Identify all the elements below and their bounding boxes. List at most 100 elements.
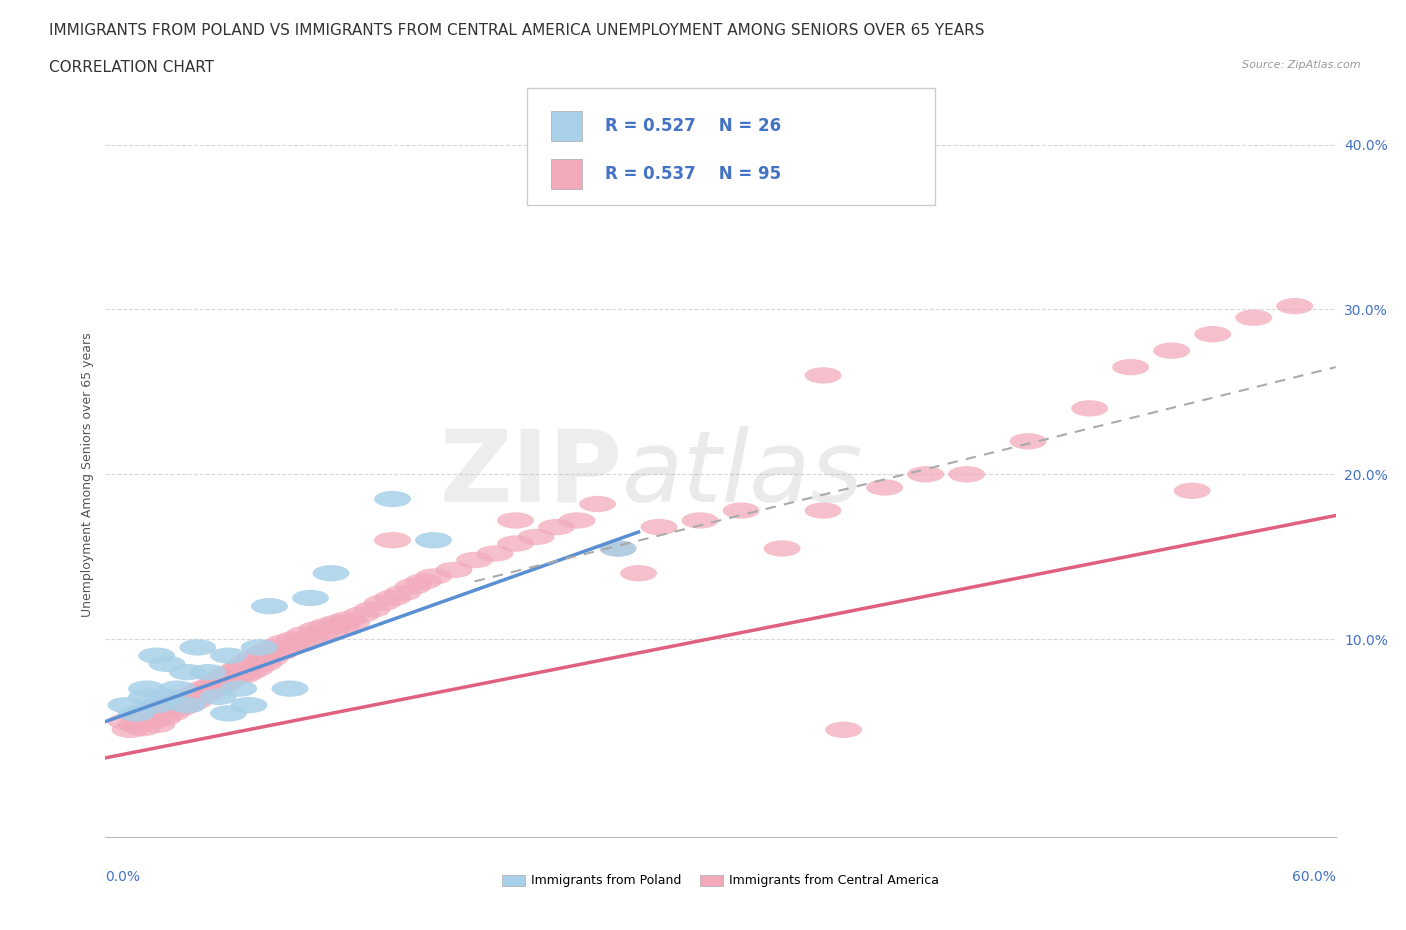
- Ellipse shape: [149, 697, 186, 713]
- Ellipse shape: [436, 562, 472, 578]
- Ellipse shape: [323, 618, 360, 634]
- Ellipse shape: [124, 720, 160, 737]
- Ellipse shape: [498, 512, 534, 528]
- Ellipse shape: [240, 639, 278, 656]
- Ellipse shape: [374, 590, 411, 606]
- Ellipse shape: [415, 532, 451, 549]
- Ellipse shape: [276, 631, 312, 647]
- Ellipse shape: [107, 697, 145, 713]
- Ellipse shape: [160, 700, 198, 717]
- Ellipse shape: [186, 681, 222, 697]
- Ellipse shape: [145, 711, 181, 726]
- Ellipse shape: [538, 519, 575, 536]
- Ellipse shape: [214, 664, 252, 681]
- Ellipse shape: [236, 660, 274, 677]
- Ellipse shape: [200, 672, 236, 688]
- Ellipse shape: [194, 677, 231, 694]
- Ellipse shape: [156, 694, 194, 710]
- Ellipse shape: [292, 631, 329, 647]
- Ellipse shape: [254, 639, 292, 656]
- Ellipse shape: [620, 565, 657, 581]
- Ellipse shape: [200, 689, 236, 705]
- Ellipse shape: [180, 684, 217, 700]
- Ellipse shape: [138, 717, 176, 733]
- Ellipse shape: [285, 626, 323, 643]
- Ellipse shape: [579, 496, 616, 512]
- Ellipse shape: [128, 705, 165, 722]
- Ellipse shape: [599, 540, 637, 557]
- Text: 60.0%: 60.0%: [1292, 870, 1336, 884]
- Ellipse shape: [252, 651, 288, 667]
- Ellipse shape: [405, 573, 441, 590]
- Ellipse shape: [558, 512, 596, 528]
- Ellipse shape: [176, 694, 212, 710]
- Y-axis label: Unemployment Among Seniors over 65 years: Unemployment Among Seniors over 65 years: [82, 332, 94, 617]
- Ellipse shape: [1071, 400, 1108, 417]
- Ellipse shape: [364, 594, 401, 611]
- Ellipse shape: [723, 502, 759, 519]
- Ellipse shape: [312, 623, 350, 639]
- Ellipse shape: [122, 711, 159, 726]
- Ellipse shape: [204, 677, 240, 694]
- Ellipse shape: [1174, 483, 1211, 499]
- Ellipse shape: [298, 621, 335, 637]
- Ellipse shape: [247, 644, 284, 660]
- Ellipse shape: [804, 502, 842, 519]
- Ellipse shape: [231, 664, 267, 681]
- Ellipse shape: [128, 681, 165, 697]
- Ellipse shape: [456, 551, 494, 568]
- Ellipse shape: [149, 656, 186, 672]
- Ellipse shape: [1277, 298, 1313, 314]
- Ellipse shape: [240, 647, 278, 664]
- Ellipse shape: [165, 689, 202, 705]
- Ellipse shape: [1236, 310, 1272, 325]
- Ellipse shape: [138, 697, 176, 713]
- Ellipse shape: [763, 540, 800, 557]
- Ellipse shape: [221, 681, 257, 697]
- Ellipse shape: [825, 722, 862, 738]
- Ellipse shape: [866, 479, 903, 496]
- Ellipse shape: [209, 647, 247, 664]
- Ellipse shape: [281, 636, 319, 652]
- Ellipse shape: [292, 590, 329, 606]
- Ellipse shape: [804, 367, 842, 383]
- Ellipse shape: [1010, 433, 1046, 449]
- Ellipse shape: [682, 512, 718, 528]
- Ellipse shape: [319, 615, 356, 631]
- Ellipse shape: [266, 634, 302, 651]
- Ellipse shape: [1112, 359, 1149, 376]
- Ellipse shape: [271, 639, 308, 656]
- Ellipse shape: [907, 466, 943, 483]
- Ellipse shape: [395, 578, 432, 594]
- Ellipse shape: [308, 618, 346, 634]
- Ellipse shape: [1194, 326, 1232, 342]
- Ellipse shape: [190, 664, 226, 681]
- Ellipse shape: [183, 689, 221, 705]
- Ellipse shape: [312, 565, 350, 581]
- Ellipse shape: [225, 667, 262, 684]
- Ellipse shape: [217, 669, 253, 685]
- Text: R = 0.537    N = 95: R = 0.537 N = 95: [605, 166, 780, 183]
- Text: 0.0%: 0.0%: [105, 870, 141, 884]
- Text: R = 0.527    N = 26: R = 0.527 N = 26: [605, 117, 780, 135]
- Ellipse shape: [384, 585, 422, 601]
- Ellipse shape: [1153, 342, 1189, 359]
- Ellipse shape: [132, 713, 169, 730]
- Text: Source: ZipAtlas.com: Source: ZipAtlas.com: [1243, 60, 1361, 71]
- Ellipse shape: [159, 681, 195, 697]
- Ellipse shape: [205, 667, 243, 684]
- Ellipse shape: [107, 713, 145, 730]
- Ellipse shape: [134, 700, 172, 717]
- Ellipse shape: [209, 672, 247, 688]
- Ellipse shape: [374, 532, 411, 549]
- Legend: Immigrants from Poland, Immigrants from Central America: Immigrants from Poland, Immigrants from …: [498, 870, 943, 893]
- Ellipse shape: [209, 705, 247, 722]
- Ellipse shape: [190, 684, 226, 700]
- Ellipse shape: [221, 660, 257, 677]
- Ellipse shape: [477, 545, 513, 562]
- Ellipse shape: [302, 626, 339, 643]
- Ellipse shape: [235, 651, 271, 667]
- Ellipse shape: [415, 568, 451, 585]
- Ellipse shape: [118, 705, 155, 722]
- Ellipse shape: [517, 529, 554, 545]
